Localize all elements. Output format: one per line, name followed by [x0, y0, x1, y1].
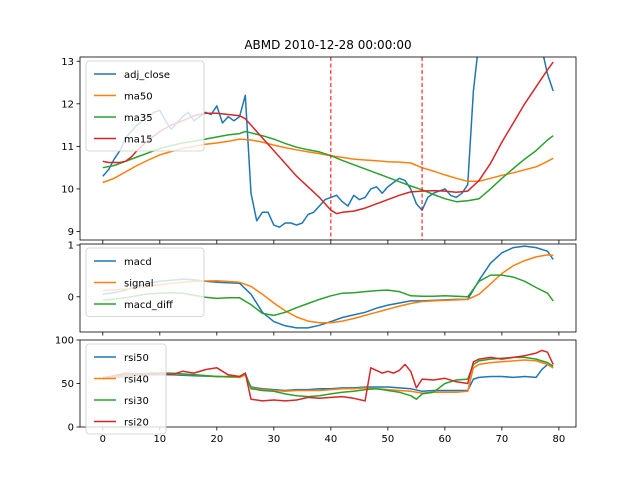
- x-tick-label: 10: [153, 434, 166, 445]
- series-line-rsi40: [102, 359, 554, 394]
- legend-label: ma50: [124, 92, 153, 103]
- legend: macd signal macd_diff: [85, 247, 205, 317]
- x-tick-label: 80: [553, 434, 566, 445]
- y-tick-label: 100: [55, 336, 74, 347]
- x-tick-label: 70: [496, 434, 509, 445]
- series-line-rsi50: [102, 363, 554, 393]
- y-tick-label: 10: [61, 184, 74, 195]
- y-tick-label: 0: [68, 292, 74, 303]
- legend-label: macd: [124, 257, 152, 268]
- y-tick-label: 12: [61, 99, 74, 110]
- legend: rsi50 rsi40 rsi30 rsi20: [85, 343, 167, 435]
- chart-title: ABMD 2010-12-28 00:00:00: [244, 38, 411, 52]
- axes-frame: [79, 56, 577, 241]
- legend-label: rsi20: [124, 418, 149, 429]
- series-line-signal: [102, 254, 554, 324]
- legend-label: rsi40: [124, 375, 149, 386]
- y-tick-label: 50: [61, 379, 74, 390]
- y-tick-label: 11: [61, 142, 74, 153]
- x-tick-label: 50: [381, 434, 394, 445]
- legend-label: ma15: [124, 135, 153, 146]
- x-tick-label: 40: [324, 434, 337, 445]
- legend-label: ma35: [124, 113, 153, 124]
- legend: adj_close ma50 ma35 ma15: [85, 60, 205, 152]
- x-tick-label: 0: [100, 434, 106, 445]
- x-tick-label: 60: [439, 434, 452, 445]
- x-tick-label: 30: [267, 434, 280, 445]
- axes-frame: [79, 243, 577, 333]
- panel-macd: 0 1 macd signal macd_diff: [68, 241, 577, 336]
- panel-price: 9 10 11 12 13 adj_close ma50 ma35 ma15: [61, 56, 577, 244]
- y-tick-label: 13: [61, 57, 74, 68]
- legend-label: adj_close: [124, 70, 170, 81]
- y-tick-label: 0: [68, 423, 74, 434]
- x-tick-label: 20: [210, 434, 223, 445]
- legend-label: signal: [124, 279, 154, 290]
- series-line-rsi20: [102, 349, 554, 402]
- series-line-macd-diff: [102, 274, 554, 317]
- y-tick-label: 9: [68, 227, 74, 238]
- legend-label: macd_diff: [124, 300, 174, 311]
- legend-label: rsi30: [124, 396, 149, 407]
- y-tick-label: 1: [68, 241, 74, 252]
- legend-label: rsi50: [124, 353, 149, 364]
